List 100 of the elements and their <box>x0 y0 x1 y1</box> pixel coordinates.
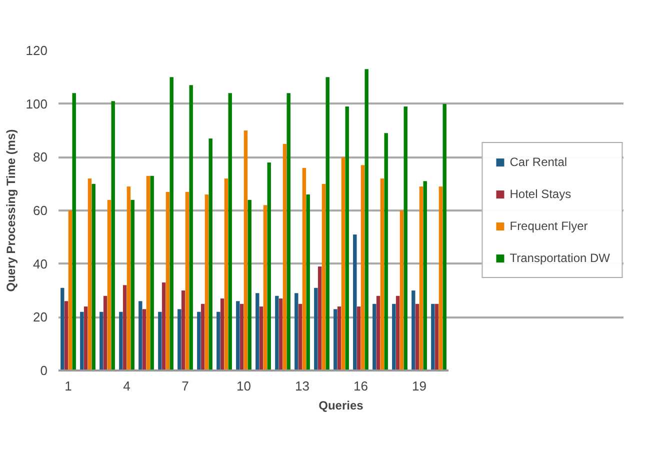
bar <box>396 296 400 370</box>
legend-label: Transportation DW <box>510 251 610 265</box>
legend-label: Frequent Flyer <box>510 219 588 233</box>
bar <box>434 304 439 370</box>
bar <box>334 309 338 370</box>
bar <box>170 77 174 370</box>
bar <box>216 312 220 370</box>
bar <box>322 184 326 370</box>
bar <box>189 85 193 370</box>
bar <box>158 312 162 370</box>
bar <box>294 293 298 370</box>
bar <box>415 304 420 370</box>
y-tick-label: 40 <box>33 256 48 272</box>
bar <box>72 93 76 370</box>
bar <box>130 200 134 370</box>
x-tick-label: 4 <box>123 378 130 394</box>
bar <box>142 309 146 370</box>
bar <box>286 93 290 370</box>
bar <box>119 312 123 370</box>
bar <box>122 285 127 370</box>
bar <box>107 200 112 370</box>
bar <box>185 192 190 370</box>
bar <box>306 194 310 370</box>
bar <box>138 301 142 370</box>
bar <box>236 301 240 370</box>
bar <box>419 186 424 370</box>
bar <box>380 178 384 370</box>
bar <box>204 194 209 370</box>
bar <box>267 162 271 370</box>
x-tick-label: 7 <box>182 378 189 394</box>
legend-label: Hotel Stays <box>510 187 572 201</box>
bar <box>240 304 244 370</box>
bar <box>166 192 170 370</box>
y-tick-label: 80 <box>33 150 48 165</box>
bar <box>259 306 264 370</box>
bar <box>244 130 248 370</box>
bar <box>360 165 365 370</box>
y-tick-label: 100 <box>26 96 48 112</box>
bar <box>224 178 228 370</box>
y-axis-title: Query Processing Time (ms) <box>4 129 18 292</box>
bar <box>356 306 361 370</box>
x-tick-label: 10 <box>236 378 251 394</box>
bar <box>318 266 322 370</box>
bar <box>181 290 186 370</box>
bar <box>68 210 72 370</box>
y-tick-label: 0 <box>40 363 48 378</box>
bar <box>178 309 182 370</box>
x-tick-label: 19 <box>412 378 426 394</box>
x-tick-label: 13 <box>295 378 310 394</box>
bar <box>256 293 260 370</box>
bar <box>431 304 435 370</box>
bar <box>197 312 201 370</box>
bar <box>248 200 252 370</box>
bar <box>438 186 443 370</box>
bar <box>162 282 166 370</box>
bar <box>400 210 404 370</box>
bar <box>392 304 396 370</box>
bar <box>341 157 346 370</box>
bar <box>80 312 84 370</box>
bar <box>84 306 88 370</box>
bar <box>364 69 368 370</box>
bar <box>337 306 342 370</box>
bar <box>92 184 96 370</box>
bar <box>282 144 287 370</box>
bar <box>326 77 330 370</box>
bar <box>146 176 150 370</box>
x-tick-label: 1 <box>64 378 72 394</box>
bar <box>345 106 349 370</box>
bar <box>275 296 279 370</box>
bar <box>111 101 115 370</box>
bar <box>220 298 224 370</box>
bar <box>64 301 68 370</box>
x-tick-label: 16 <box>354 378 368 394</box>
x-axis-title: Queries <box>318 398 364 412</box>
bar <box>376 296 380 370</box>
y-tick-label: 60 <box>33 203 48 218</box>
bar <box>412 290 416 370</box>
y-tick-label: 120 <box>26 43 48 58</box>
bar <box>423 181 427 370</box>
bar <box>208 138 212 370</box>
bar <box>353 234 357 370</box>
bar <box>263 205 268 370</box>
bar <box>60 288 64 370</box>
bar <box>200 304 205 370</box>
bar <box>100 312 104 370</box>
bar <box>150 176 154 370</box>
bar <box>126 186 131 370</box>
bar <box>314 288 318 370</box>
bar <box>88 178 92 370</box>
bar <box>298 304 302 370</box>
bar <box>404 106 408 370</box>
bar <box>103 296 108 370</box>
bar <box>228 93 232 370</box>
legend-label: Car Rental <box>510 155 568 169</box>
bar <box>278 298 283 370</box>
bar <box>372 304 376 370</box>
bar <box>442 104 446 370</box>
y-tick-label: 20 <box>33 310 48 325</box>
bar <box>302 168 306 370</box>
bar <box>384 133 388 370</box>
